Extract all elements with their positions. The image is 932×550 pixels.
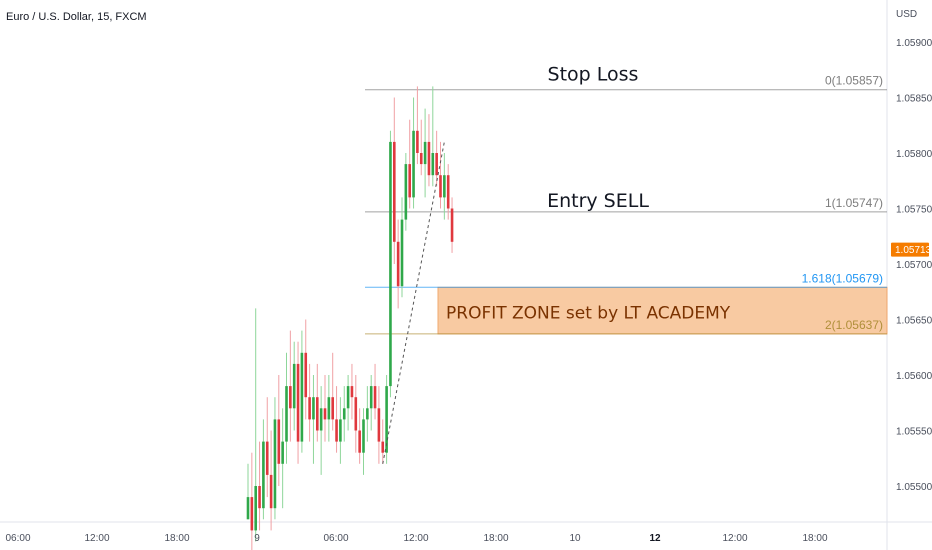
candle-body[interactable] xyxy=(431,153,435,176)
y-tick-label: 1.05800 xyxy=(896,149,932,160)
candle-body[interactable] xyxy=(389,141,392,387)
candle-body[interactable] xyxy=(446,175,450,209)
x-tick-label: 12:00 xyxy=(403,533,428,544)
price-axis-layer: 1.05900 1.05850 1.05800 1.05750 1.05700 1.056… xyxy=(891,38,932,493)
candle-body[interactable] xyxy=(312,397,315,420)
candle-body[interactable] xyxy=(273,419,277,509)
candle-body[interactable] xyxy=(393,141,396,242)
y-tick-label: 1.05900 xyxy=(896,38,932,49)
fib-level-label: 2(1.05637) xyxy=(825,318,883,332)
candle-body[interactable] xyxy=(296,363,300,442)
candle-body[interactable] xyxy=(323,408,327,420)
candle-body[interactable] xyxy=(354,397,358,431)
candle-body[interactable] xyxy=(358,430,361,453)
candle-body[interactable] xyxy=(250,497,254,531)
candle-body[interactable] xyxy=(350,386,354,398)
profit-zone-layer xyxy=(437,286,888,335)
candle-body[interactable] xyxy=(443,175,446,198)
candle-body[interactable] xyxy=(289,386,292,409)
fibonacci-layer: 0(1.05857) 1(1.05747) 1.618(1.05679) 2(1.05… xyxy=(365,74,887,335)
y-tick-label: 1.05750 xyxy=(896,205,932,216)
candle-body[interactable] xyxy=(319,408,323,431)
entry-sell-label: Entry SELL xyxy=(547,190,649,212)
x-tick-label: 12:00 xyxy=(84,533,109,544)
candle-body[interactable] xyxy=(412,130,415,198)
candle-body[interactable] xyxy=(362,419,365,453)
candle-body[interactable] xyxy=(346,386,350,409)
candle-body[interactable] xyxy=(377,408,381,442)
x-tick-label: 06:00 xyxy=(323,533,348,544)
candle-body[interactable] xyxy=(300,352,304,442)
candle-body[interactable] xyxy=(435,153,438,176)
y-tick-label: 1.05500 xyxy=(896,482,932,493)
y-tick-label: 1.05700 xyxy=(896,260,932,271)
candle-body[interactable] xyxy=(269,474,273,509)
y-tick-label: 1.05600 xyxy=(896,371,932,382)
candle-body[interactable] xyxy=(423,141,427,165)
candles-layer xyxy=(246,86,454,550)
trend-line-layer xyxy=(382,141,445,464)
stop-loss-label: Stop Loss xyxy=(548,64,639,86)
x-tick-label: 10 xyxy=(569,533,581,544)
candle-body[interactable] xyxy=(419,153,423,165)
candle-body[interactable] xyxy=(396,241,400,287)
candle-body[interactable] xyxy=(369,386,373,409)
x-tick-label: 12 xyxy=(649,533,661,544)
candle-body[interactable] xyxy=(327,397,331,420)
fib-level-label: 0(1.05857) xyxy=(825,74,883,88)
x-tick-label: 18:00 xyxy=(802,533,827,544)
x-tick-label: 9 xyxy=(254,533,260,544)
candle-body[interactable] xyxy=(254,486,257,531)
y-tick-label: 1.05650 xyxy=(896,316,932,327)
candle-body[interactable] xyxy=(366,408,369,420)
candle-body[interactable] xyxy=(342,408,346,420)
time-axis-layer: 06:00 12:00 18:00 9 06:00 12:00 18:00 10 12 12:00… xyxy=(5,533,827,544)
fib-anchor-line[interactable] xyxy=(382,141,445,464)
candle-body[interactable] xyxy=(339,419,342,442)
candle-body[interactable] xyxy=(404,164,408,220)
candle-body[interactable] xyxy=(304,352,308,398)
candle-body[interactable] xyxy=(246,497,250,520)
candle-body[interactable] xyxy=(258,486,261,509)
currency-label: USD xyxy=(896,9,917,20)
candle-body[interactable] xyxy=(427,141,431,176)
profit-zone-label: PROFIT ZONE set by LT ACADEMY xyxy=(446,303,731,323)
candle-body[interactable] xyxy=(316,397,319,431)
candle-body[interactable] xyxy=(450,208,454,242)
annotation-layer: Stop Loss Entry SELL PROFIT ZONE set by LT… xyxy=(446,64,731,324)
candle-body[interactable] xyxy=(285,386,288,442)
x-tick-label: 18:00 xyxy=(483,533,508,544)
candle-body[interactable] xyxy=(331,397,334,420)
y-tick-label: 1.05550 xyxy=(896,427,932,438)
current-price-tag xyxy=(891,242,929,257)
candle-body[interactable] xyxy=(385,386,388,453)
chart-title: Euro / U.S. Dollar, 15, FXCM xyxy=(6,11,147,23)
candle-body[interactable] xyxy=(400,219,404,287)
candle-body[interactable] xyxy=(381,441,385,453)
x-tick-label: 12:00 xyxy=(722,533,747,544)
fib-level-label: 1.618(1.05679) xyxy=(802,271,883,285)
candle-body[interactable] xyxy=(416,130,419,153)
current-price-value: 1.05713 xyxy=(895,245,932,256)
candle-body[interactable] xyxy=(439,175,442,198)
profit-zone-box[interactable] xyxy=(437,286,888,335)
candle-body[interactable] xyxy=(308,397,311,420)
x-tick-label: 06:00 xyxy=(5,533,30,544)
candle-body[interactable] xyxy=(292,363,296,409)
candle-body[interactable] xyxy=(281,441,284,464)
candle-body[interactable] xyxy=(335,419,338,442)
fib-level-label: 1(1.05747) xyxy=(825,196,883,210)
y-tick-label: 1.05850 xyxy=(896,94,932,105)
candle-body[interactable] xyxy=(277,419,281,464)
x-tick-label: 18:00 xyxy=(164,533,189,544)
candle-body[interactable] xyxy=(408,164,411,198)
candle-body[interactable] xyxy=(373,386,377,409)
candle-body[interactable] xyxy=(265,441,269,475)
candle-body[interactable] xyxy=(262,441,265,509)
